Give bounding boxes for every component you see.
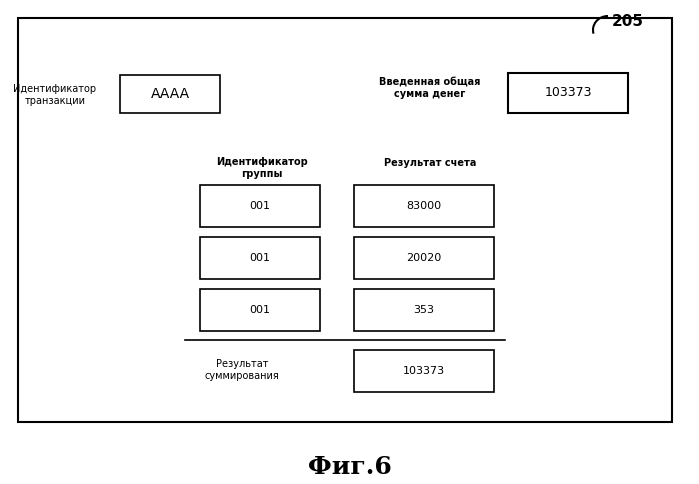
Text: 103373: 103373 (403, 366, 445, 376)
Text: Идентификатор
группы: Идентификатор группы (216, 157, 308, 179)
Bar (200, 289, 320, 331)
Text: Введенная общая
сумма денег: Введенная общая сумма денег (380, 77, 481, 99)
Text: Идентификатор
транзакции: Идентификатор транзакции (13, 84, 96, 106)
Text: 353: 353 (414, 305, 435, 315)
Bar (354, 350, 494, 392)
Text: Фиг.6: Фиг.6 (308, 455, 391, 479)
Text: 103373: 103373 (545, 87, 592, 100)
Bar (200, 237, 320, 279)
Text: 001: 001 (250, 201, 271, 211)
Text: 205: 205 (612, 14, 644, 29)
Bar (354, 185, 494, 227)
Text: AAAA: AAAA (150, 87, 189, 101)
Text: 83000: 83000 (406, 201, 442, 211)
Text: 001: 001 (250, 305, 271, 315)
Text: Результат счета: Результат счета (384, 158, 476, 168)
Bar (120, 75, 220, 113)
Bar (200, 185, 320, 227)
Bar (508, 73, 628, 113)
Text: 001: 001 (250, 253, 271, 263)
Bar (354, 237, 494, 279)
Text: Результат
суммирования: Результат суммирования (205, 359, 280, 381)
Text: 20020: 20020 (406, 253, 442, 263)
Bar (354, 289, 494, 331)
Bar (18, 18, 672, 422)
